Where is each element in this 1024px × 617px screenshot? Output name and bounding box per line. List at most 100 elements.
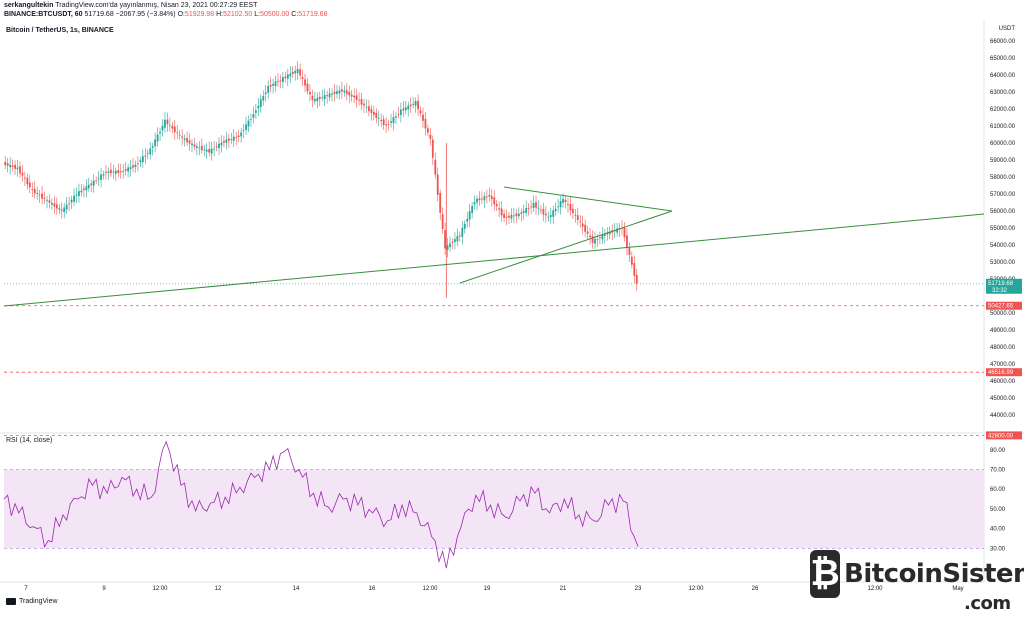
candle-body xyxy=(439,192,442,213)
candle-body xyxy=(240,132,243,137)
candle-body xyxy=(262,96,265,101)
candle-body xyxy=(43,198,46,199)
candle-body xyxy=(549,215,552,217)
candle-body xyxy=(21,172,24,176)
bitcoin-logo-icon: ₿ xyxy=(810,550,840,598)
candle-body xyxy=(596,239,599,240)
candle-body xyxy=(208,148,211,153)
tradingview-icon xyxy=(6,598,16,605)
candle-body xyxy=(277,81,279,83)
symbol-label: BINANCE:BTCUSDT, 60 xyxy=(4,11,83,18)
candle-body xyxy=(579,221,582,223)
candle-body xyxy=(134,164,137,168)
candle-body xyxy=(510,214,513,219)
tradingview-footer[interactable]: TradingView xyxy=(6,598,58,605)
candle-body xyxy=(53,203,56,207)
candle-body xyxy=(343,90,346,93)
candle-body xyxy=(407,105,410,110)
candle-body xyxy=(218,143,220,149)
price-tick-label: 58000.00 xyxy=(990,175,1016,181)
candle-body xyxy=(9,164,12,168)
candle-body xyxy=(259,99,262,108)
publish-info: serkangultekin TradingView.com'da yayınl… xyxy=(4,2,257,9)
candle-body xyxy=(28,182,31,188)
time-tick-label: 12:00 xyxy=(867,586,883,592)
candle-body xyxy=(166,119,169,125)
candle-body xyxy=(449,243,451,248)
candle-body xyxy=(490,196,493,200)
candle-body xyxy=(567,204,569,205)
price-tick-label: 64000.00 xyxy=(990,73,1016,79)
candle-body xyxy=(532,202,535,208)
high-value: 52102.50 xyxy=(223,11,253,18)
candle-body xyxy=(537,207,540,209)
candle-body xyxy=(503,213,505,218)
candle-body xyxy=(623,227,626,238)
candle-body xyxy=(569,204,572,211)
candle-body xyxy=(368,106,370,112)
candle-body xyxy=(540,209,542,211)
candle-body xyxy=(426,128,429,133)
candle-body xyxy=(338,90,341,94)
candle-body xyxy=(232,136,235,141)
candle-body xyxy=(95,180,98,182)
candle-body xyxy=(461,227,464,237)
candle-body xyxy=(571,208,574,214)
candle-body xyxy=(198,147,201,149)
candle-body xyxy=(476,198,478,203)
time-tick-label: 23 xyxy=(635,586,642,592)
candle-body xyxy=(429,134,432,139)
candle-body xyxy=(264,92,267,94)
price-tick-label: 57000.00 xyxy=(990,192,1016,198)
candle-body xyxy=(372,111,375,115)
candle-body xyxy=(223,140,225,143)
price-tick-label: 63000.00 xyxy=(990,90,1016,96)
candle-body xyxy=(299,69,302,76)
ohlc-header: BINANCE:BTCUSDT, 60 51719.68 −2067.95 (−… xyxy=(4,11,327,18)
candle-body xyxy=(38,194,41,196)
candle-body xyxy=(304,79,306,86)
candle-body xyxy=(414,100,417,106)
price-tick-label: 49000.00 xyxy=(990,328,1016,334)
candle-body xyxy=(603,234,606,236)
candle-body xyxy=(544,213,547,216)
pane-title: Bitcoin / TetherUS, 1s, BINANCE xyxy=(6,27,114,34)
price-tick-label: 59000.00 xyxy=(990,158,1016,164)
candle-body xyxy=(33,188,36,194)
time-tick-label: 12:00 xyxy=(688,586,704,592)
candle-body xyxy=(454,239,456,242)
currency-label: USDT xyxy=(999,26,1016,32)
candle-body xyxy=(431,139,434,158)
candle-body xyxy=(365,106,368,108)
candle-body xyxy=(203,149,206,151)
candle-body xyxy=(500,208,503,216)
candle-body xyxy=(205,149,208,152)
candle-body xyxy=(267,86,270,93)
candle-body xyxy=(215,146,218,148)
candle-body xyxy=(102,174,105,176)
candle-body xyxy=(562,198,564,203)
candle-body xyxy=(289,73,292,77)
price-tick-label: 50000.00 xyxy=(990,311,1016,317)
candle-body xyxy=(434,159,437,175)
watermark: ₿ BitcoinSistemi .com xyxy=(810,550,1024,614)
candle-body xyxy=(245,124,247,130)
watermark-brand: BitcoinSistemi xyxy=(844,559,1024,589)
candle-body xyxy=(284,76,287,79)
candle-body xyxy=(525,208,528,213)
candle-body xyxy=(188,140,191,144)
time-tick-label: 12:00 xyxy=(422,586,438,592)
candle-body xyxy=(323,94,326,100)
candle-body xyxy=(564,199,567,203)
candle-body xyxy=(478,198,481,201)
candle-body xyxy=(107,171,110,173)
price-tick-label: 65000.00 xyxy=(990,56,1016,62)
price-tick-label: 47000.00 xyxy=(990,362,1016,368)
candle-body xyxy=(348,91,351,96)
candle-body xyxy=(19,166,21,174)
candle-body xyxy=(559,201,562,208)
candle-body xyxy=(574,214,577,216)
candle-body xyxy=(584,224,587,232)
open-value: 51929.98 xyxy=(184,11,215,18)
